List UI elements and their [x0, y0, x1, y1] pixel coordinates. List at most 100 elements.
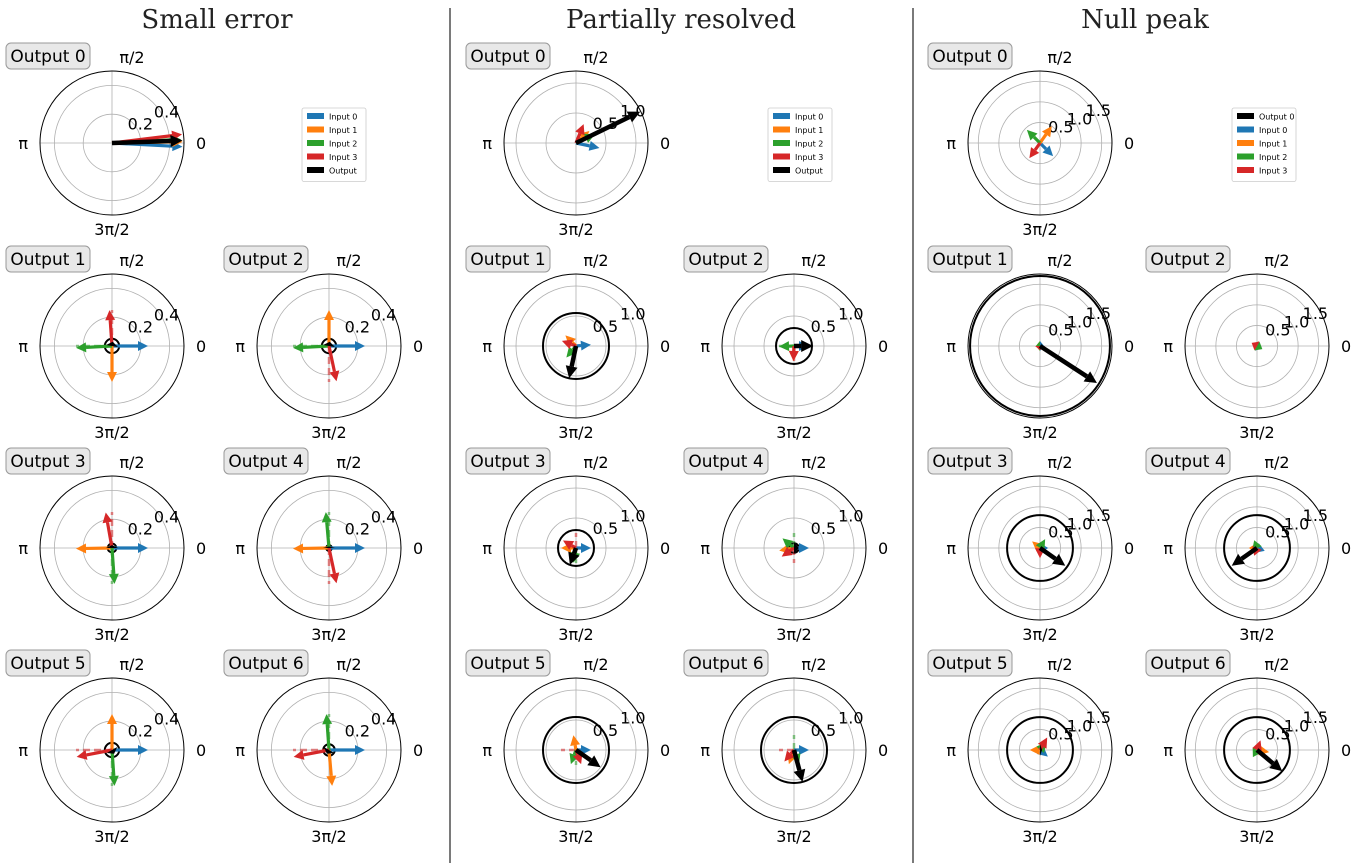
- polar-frame: [39, 70, 185, 216]
- angle-tick-label: 3π/2: [94, 827, 129, 846]
- angle-tick-label: π/2: [119, 453, 144, 472]
- vector-head: [784, 750, 795, 762]
- vector-head: [108, 775, 119, 786]
- polar-frame: [967, 475, 1113, 621]
- angle-tick-label: π/2: [583, 48, 608, 67]
- legend-swatch: [773, 140, 790, 146]
- angle-tick-label: 0: [878, 539, 888, 558]
- angle-tick-label: π: [18, 539, 28, 558]
- vector-head: [588, 141, 600, 151]
- angle-tick-label: 3π/2: [311, 625, 346, 644]
- vector-head: [329, 370, 340, 382]
- angle-tick-label: π: [235, 337, 245, 356]
- vector-head: [355, 341, 365, 351]
- angle-tick-label: π/2: [119, 48, 144, 67]
- panel-label: Output 2: [688, 250, 763, 270]
- angle-tick-label: 3π/2: [94, 423, 129, 442]
- vector-head: [568, 551, 580, 565]
- angle-tick-label: π: [482, 741, 492, 760]
- polar-frame: [256, 273, 402, 419]
- output-magnitude-circle: [1223, 716, 1291, 784]
- polar-frame: [39, 475, 185, 621]
- vector-arrow: [324, 310, 334, 346]
- vector-arrow: [1026, 129, 1042, 145]
- vector-head: [788, 350, 799, 361]
- angle-tick-label: 0: [660, 337, 670, 356]
- chart-title: Small error: [141, 5, 293, 35]
- vector-head: [355, 543, 365, 553]
- vector-shaft: [573, 744, 578, 751]
- vector-shaft: [327, 345, 336, 372]
- chart-title: Null peak: [1081, 5, 1209, 35]
- radial-tick-label: 0.4: [371, 710, 396, 729]
- vector-head: [1052, 553, 1066, 566]
- vector-shaft: [110, 749, 116, 777]
- radial-tick-label: 1.0: [620, 709, 645, 728]
- vector-arrow: [561, 339, 577, 349]
- vector-head: [1026, 129, 1038, 141]
- radial-tick-label: 0.2: [345, 519, 370, 538]
- vector-head: [105, 310, 116, 321]
- radial-tick-label: 0.4: [371, 508, 396, 527]
- vector-shaft: [327, 547, 336, 574]
- vector-head: [293, 750, 305, 760]
- angle-tick-label: 0: [660, 539, 670, 558]
- radial-tick-label: 0.2: [128, 317, 153, 336]
- vector-shaft: [1032, 135, 1042, 145]
- vector-shaft: [570, 342, 577, 348]
- vector-head: [573, 752, 583, 765]
- vector-arrow: [575, 340, 591, 351]
- output-magnitude-circle: [542, 716, 610, 784]
- radial-tick-label: 1.0: [620, 102, 645, 121]
- angle-tick-label: 0: [1124, 134, 1134, 153]
- panel-label: Output 5: [10, 654, 85, 674]
- vector-shaft: [570, 544, 577, 550]
- vector-head: [321, 512, 332, 523]
- angle-tick-label: 0: [413, 741, 423, 760]
- vector-head: [626, 111, 641, 123]
- legend-swatch: [1237, 126, 1254, 133]
- vector-arrow-output: [1038, 546, 1066, 566]
- vector-head: [138, 543, 148, 553]
- polar-frame: [1184, 677, 1330, 823]
- vector-shaft: [1240, 546, 1259, 561]
- legend-label: Output: [795, 167, 823, 176]
- vector-head: [326, 775, 337, 786]
- radial-tick-label: 0.2: [345, 721, 370, 740]
- vector-arrow: [1038, 141, 1054, 157]
- angle-tick-label: 0: [1341, 741, 1351, 760]
- panel-label: Output 3: [932, 452, 1007, 472]
- vector-head: [779, 341, 790, 352]
- vector-head: [170, 134, 183, 147]
- vector-head: [566, 346, 577, 358]
- panel-label: Output 6: [688, 654, 763, 674]
- vector-shaft: [791, 749, 802, 771]
- angle-tick-label: π: [946, 337, 956, 356]
- radial-tick-label: 1.5: [1086, 708, 1111, 727]
- vector-arrow: [1037, 737, 1048, 751]
- vector-arrow-output: [791, 749, 806, 782]
- angle-tick-label: π: [482, 337, 492, 356]
- vector-arrow-output: [1231, 546, 1259, 566]
- radial-tick-label: 0.4: [154, 508, 179, 527]
- vector-arrow: [293, 543, 330, 554]
- vector-head: [293, 342, 304, 353]
- vector-arrow: [76, 748, 113, 760]
- vector-arrow-output: [323, 341, 335, 348]
- angle-tick-label: 3π/2: [1022, 220, 1057, 239]
- angle-tick-label: π/2: [1264, 655, 1289, 674]
- radial-tick-label: 0.4: [371, 306, 396, 325]
- radial-tick-label: 0.5: [811, 317, 836, 336]
- vector-head: [793, 768, 806, 782]
- angle-tick-label: π/2: [1047, 453, 1072, 472]
- polar-frame: [967, 677, 1113, 823]
- vector-arrow-output: [1040, 744, 1043, 756]
- vector-head: [355, 745, 365, 755]
- vector-head: [581, 543, 591, 553]
- vector-head: [107, 714, 117, 724]
- vector-arrow: [576, 543, 591, 553]
- angle-tick-label: 3π/2: [558, 827, 593, 846]
